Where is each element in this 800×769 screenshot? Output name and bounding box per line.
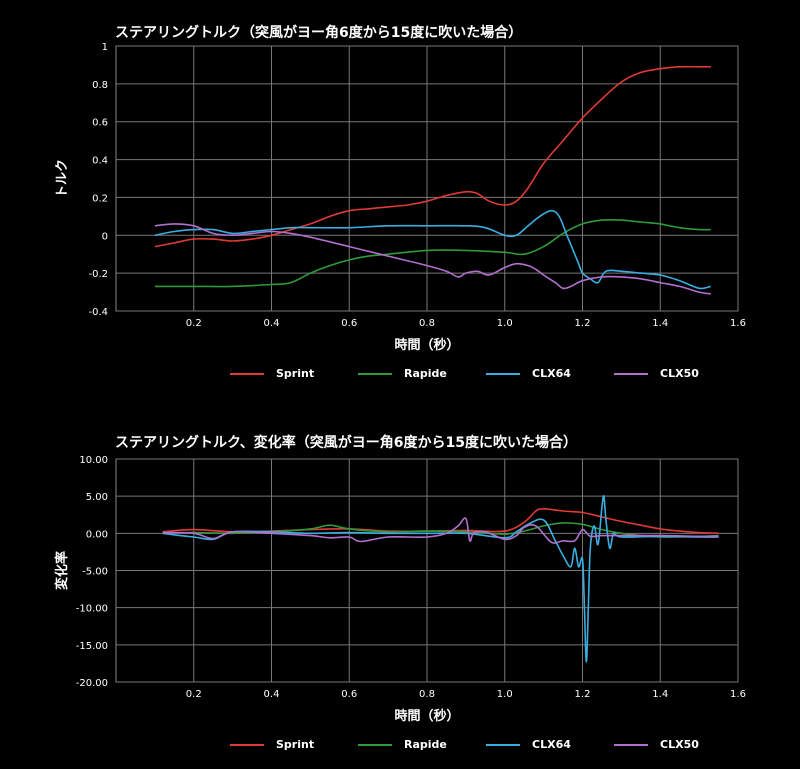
y-tick-label: 0.8 <box>92 80 108 91</box>
x-axis-label: 時間（秒） <box>394 337 459 353</box>
legend-label: Rapide <box>404 738 447 751</box>
series-line-sprint <box>154 65 711 248</box>
y-tick-label: 0.00 <box>86 529 108 540</box>
legend-item-clx64[interactable]: CLX64 <box>486 738 614 751</box>
legend-swatch <box>614 372 648 375</box>
x-tick-label: 1.4 <box>652 318 668 329</box>
legend-label: CLX64 <box>532 367 571 380</box>
legend-label: CLX50 <box>660 367 699 380</box>
axes: 0.2 0.4 0.6 0.8 1.0 1.2 1.4 1.6 1 0.8 0.6 0.4 0.2 0 -0… <box>88 42 745 329</box>
y-axis-label: 変化率 <box>54 551 70 590</box>
x-tick-label: 0.2 <box>186 318 202 329</box>
legend-item-clx64[interactable]: CLX64 <box>486 367 614 380</box>
legend-item-rapide[interactable]: Rapide <box>358 738 486 751</box>
legend-item-clx50[interactable]: CLX50 <box>614 367 742 380</box>
x-tick-label: 1.4 <box>652 689 668 700</box>
chart-title: ステアリングトルク（突風がヨー角6度から15度に吹いた場合） <box>115 25 523 41</box>
y-tick-label: -0.2 <box>88 269 108 280</box>
series-line-clx50 <box>162 517 719 544</box>
legend-label: CLX64 <box>532 738 571 751</box>
y-tick-label: 0.4 <box>92 156 108 167</box>
x-tick-label: 0.6 <box>341 318 357 329</box>
legend-item-clx50[interactable]: CLX50 <box>614 738 742 751</box>
x-tick-label: 0.6 <box>341 689 357 700</box>
series-group <box>154 65 711 295</box>
legend-swatch <box>230 372 264 375</box>
y-tick-label: 10.00 <box>79 455 108 466</box>
x-tick-label: 0.8 <box>419 689 435 700</box>
legend-swatch <box>486 372 520 375</box>
series-line-sprint <box>162 507 719 535</box>
legend-item-sprint[interactable]: Sprint <box>230 367 358 380</box>
torque-plot: 0.2 0.4 0.6 0.8 1.0 1.2 1.4 1.6 1 0.8 0.6 0.4 0.2 0 -0… <box>55 42 746 353</box>
legend-item-rapide[interactable]: Rapide <box>358 367 486 380</box>
y-tick-label: 0.6 <box>92 118 108 129</box>
legend-label: Sprint <box>276 738 315 751</box>
legend-swatch <box>230 743 264 746</box>
y-tick-label: -10.00 <box>76 604 108 615</box>
legend-item-sprint[interactable]: Sprint <box>230 738 358 751</box>
series-line-clx64 <box>162 495 719 663</box>
legend: Sprint Rapide CLX64 CLX50 <box>230 738 742 751</box>
legend-swatch <box>614 743 648 746</box>
torque-rate-plot: 0.2 0.4 0.6 0.8 1.0 1.2 1.4 1.6 10.00 5.00 0.00 -5.… <box>54 455 746 724</box>
series-line-clx50 <box>154 223 711 295</box>
legend-swatch <box>358 372 392 375</box>
x-tick-label: 0.4 <box>264 318 280 329</box>
y-tick-label: 5.00 <box>86 492 108 503</box>
torque-chart: ステアリングトルク（突風がヨー角6度から15度に吹いた場合） 0.2 0.4 0.6… <box>55 25 746 380</box>
x-tick-label: 1.2 <box>575 318 591 329</box>
y-tick-label: 0.2 <box>92 193 108 204</box>
x-tick-label: 1.0 <box>497 318 513 329</box>
axes: 0.2 0.4 0.6 0.8 1.0 1.2 1.4 1.6 10.00 5.00 0.00 -5.… <box>76 455 746 700</box>
y-tick-label: -20.00 <box>76 678 108 689</box>
legend: Sprint Rapide CLX64 CLX50 <box>230 367 742 380</box>
y-tick-label: -15.00 <box>76 641 108 652</box>
chart-title: ステアリングトルク、変化率（突風がヨー角6度から15度に吹いた場合） <box>115 435 577 451</box>
legend-swatch <box>486 743 520 746</box>
x-tick-label: 0.8 <box>419 318 435 329</box>
torque-rate-chart: ステアリングトルク、変化率（突風がヨー角6度から15度に吹いた場合） 0.2 0.… <box>0 420 800 769</box>
legend-label: Rapide <box>404 367 447 380</box>
y-axis-label: トルク <box>55 159 70 198</box>
x-tick-label: 1.0 <box>497 689 513 700</box>
y-tick-label: 1 <box>102 42 108 53</box>
x-tick-label: 1.2 <box>575 689 591 700</box>
legend-swatch <box>358 743 392 746</box>
y-tick-label: -0.4 <box>88 307 108 318</box>
x-tick-label: 1.6 <box>730 318 746 329</box>
x-axis-label: 時間（秒） <box>394 708 459 724</box>
legend-label: CLX50 <box>660 738 699 751</box>
y-tick-label: -5.00 <box>82 567 108 578</box>
series-line-rapide <box>154 218 711 288</box>
legend-label: Sprint <box>276 367 315 380</box>
x-tick-label: 1.6 <box>730 689 746 700</box>
x-tick-label: 0.4 <box>264 689 280 700</box>
y-tick-label: 0 <box>102 231 108 242</box>
series-group <box>162 495 719 663</box>
series-line-clx64 <box>154 209 711 290</box>
x-tick-label: 0.2 <box>186 689 202 700</box>
